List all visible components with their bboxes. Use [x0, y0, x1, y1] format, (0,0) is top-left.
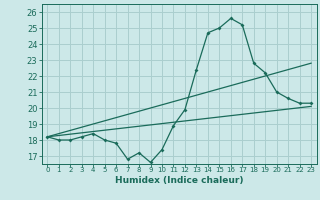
X-axis label: Humidex (Indice chaleur): Humidex (Indice chaleur)	[115, 176, 244, 185]
